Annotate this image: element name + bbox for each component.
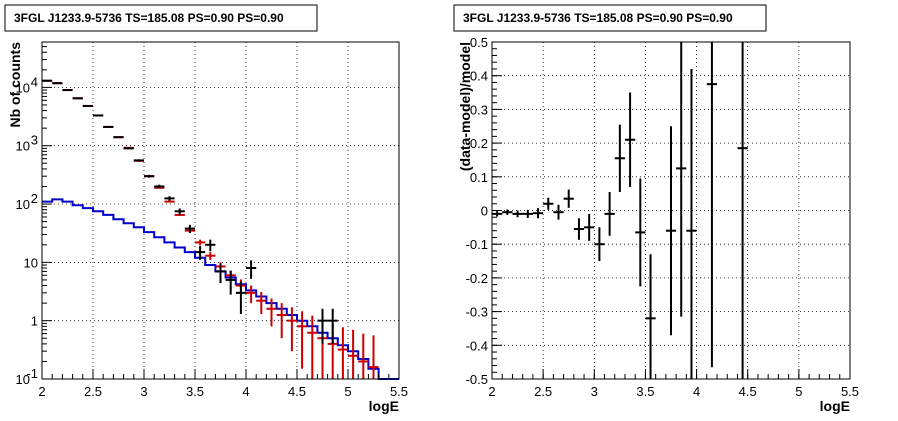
plot-frame-left: [41, 41, 400, 380]
y-tick-label: 1: [31, 314, 38, 329]
y-tick-label: -0.4: [466, 338, 488, 353]
model-step-line: [42, 198, 399, 380]
y-tick-label: 10: [16, 372, 30, 387]
y-tick-label: 0: [481, 204, 488, 219]
y-tick-label: 10: [24, 255, 38, 270]
grid-left: [42, 42, 399, 379]
counts-panel: 3FGL J1233.9-5736 TS=185.08 PS=0.90 PS=0…: [4, 4, 408, 414]
x-tick-label: 2.5: [84, 384, 102, 399]
y-tick-label: 0.2: [470, 136, 488, 151]
x-tick-label: 5.5: [841, 384, 859, 399]
y-axis-label-left: Nb of counts: [7, 42, 23, 128]
x-axis-label-right: logE: [820, 398, 850, 414]
x-tick-label: 2: [38, 384, 45, 399]
x-tick-label: 3: [591, 384, 598, 399]
y-tick-label: 0.4: [470, 69, 488, 84]
y-tick-label: -0.1: [466, 237, 488, 252]
x-tick-label: 4.5: [739, 384, 757, 399]
x-tick-label: 4: [242, 384, 249, 399]
y-tick-exponent: 4: [31, 74, 38, 89]
x-tick-label: 2: [488, 384, 495, 399]
y-tick-label: -0.3: [466, 305, 488, 320]
y-tick-exponent: 3: [31, 133, 38, 148]
y-tick-label: 0.1: [470, 170, 488, 185]
x-tick-label: 4.5: [288, 384, 306, 399]
y-tick-label: 10: [16, 139, 30, 154]
x-tick-label: 2.5: [534, 384, 552, 399]
y-tick-label: 0.5: [470, 35, 488, 50]
y-axis-label-right: (data-model)/model: [457, 42, 473, 171]
y-tick-exponent: -1: [26, 366, 38, 381]
residual-panel: 3FGL J1233.9-5736 TS=185.08 PS=0.90 PS=0…: [453, 4, 859, 414]
title-left: 3FGL J1233.9-5736 TS=185.08 PS=0.90 PS=0…: [14, 11, 284, 25]
y-tick-label: -0.2: [466, 271, 488, 286]
y-tick-label: 0.3: [470, 102, 488, 117]
x-tick-label: 5: [795, 384, 802, 399]
grid-right: [492, 42, 850, 379]
x-tick-label: 3.5: [186, 384, 204, 399]
marks-left: [42, 79, 399, 380]
y-tick-label: 10: [16, 197, 30, 212]
title-box-left: [4, 4, 318, 32]
y-tick-label: 10: [16, 80, 30, 95]
x-tick-label: 5.5: [390, 384, 408, 399]
title-box-right: [453, 4, 767, 32]
x-tick-label: 5: [344, 384, 351, 399]
x-tick-label: 3.5: [636, 384, 654, 399]
y-tick-exponent: 2: [31, 191, 38, 206]
x-tick-label: 4: [693, 384, 700, 399]
y-tick-label: -0.5: [466, 372, 488, 387]
title-right: 3FGL J1233.9-5736 TS=185.08 PS=0.90 PS=0…: [463, 11, 733, 25]
marks-right: [492, 42, 748, 379]
ticks-right: 2 2.5 3 3.5 4 4.5 5 5.5 -0.5 -0.4 -0.3 -0.2 -0.1 0 0.1…: [466, 35, 859, 399]
x-tick-label: 3: [140, 384, 147, 399]
x-axis-label-left: logE: [369, 398, 399, 414]
